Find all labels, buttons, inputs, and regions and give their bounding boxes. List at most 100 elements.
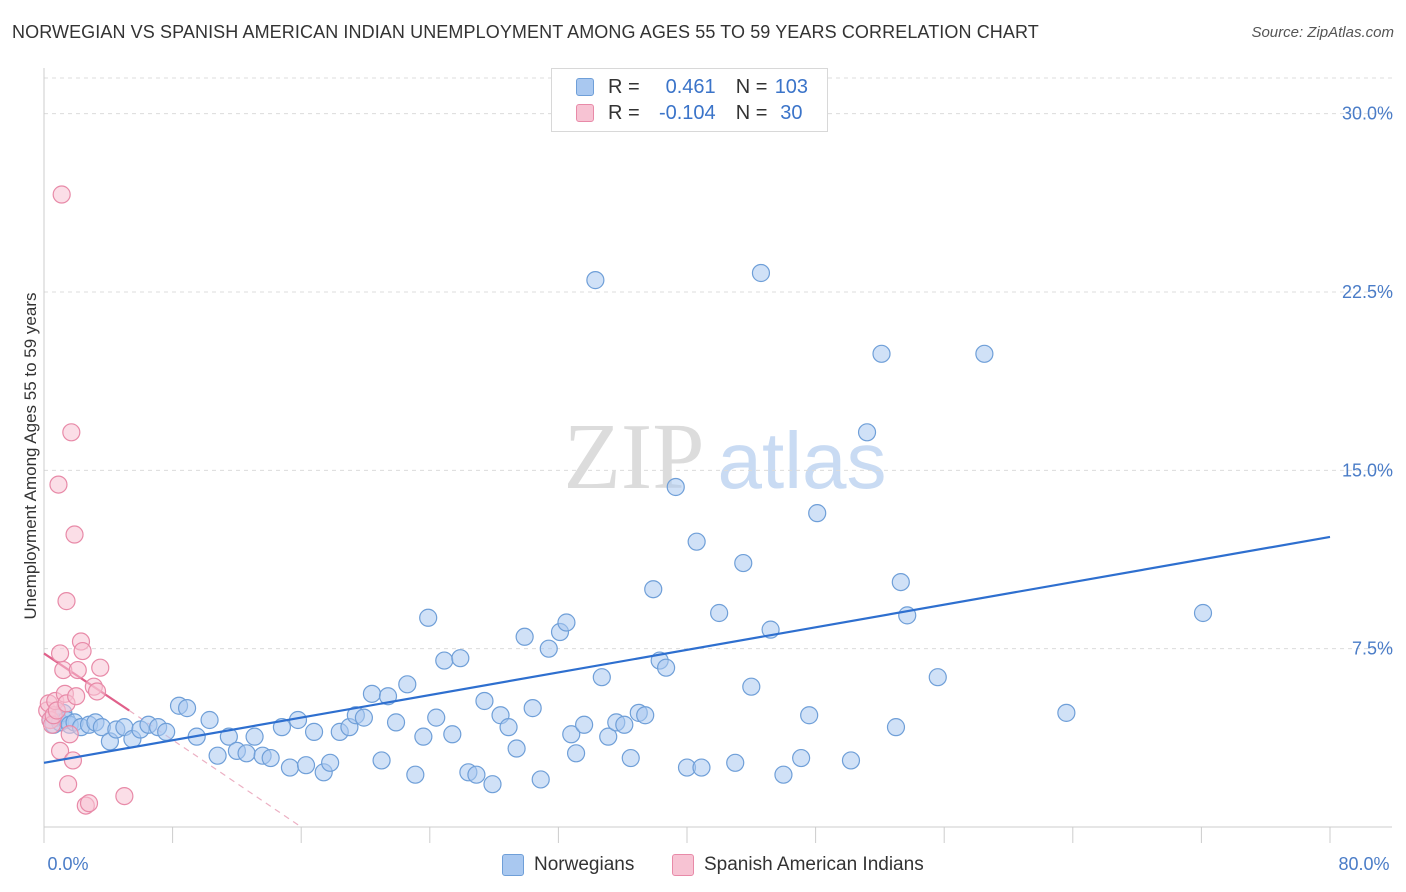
legend-r-value: 0.461 xyxy=(665,75,716,98)
norwegian-point xyxy=(372,751,391,770)
legend-n-label: N = xyxy=(735,75,768,98)
spanish-american-indian-point xyxy=(73,641,92,661)
norwegian-point xyxy=(644,580,663,599)
norwegian-point xyxy=(443,725,462,744)
norwegian-points xyxy=(41,263,1213,794)
y-tick-label: 15.0% xyxy=(1342,460,1393,480)
norwegian-point xyxy=(523,699,542,718)
spanish-american-indian-point xyxy=(59,775,78,794)
spanish-american-indian-point xyxy=(62,423,81,442)
norwegian-point xyxy=(792,748,811,768)
norwegian-point xyxy=(710,603,729,623)
x-tick-label: 0.0% xyxy=(47,854,88,874)
norwegian-point xyxy=(928,668,947,687)
norwegian-point xyxy=(751,263,771,283)
norwegian-point xyxy=(726,753,745,772)
norwegian-point xyxy=(975,344,994,363)
spanish-american-indian-point xyxy=(50,644,70,663)
spanish-american-indian-point xyxy=(65,525,84,544)
watermark: ZIP atlas xyxy=(564,405,887,509)
norwegian-point xyxy=(557,613,576,632)
norwegian-point xyxy=(435,651,454,670)
bottom-legend-swatch-pink xyxy=(672,854,694,876)
norwegian-point xyxy=(296,756,316,775)
gridlines xyxy=(44,77,1392,650)
spanish-american-indian-point xyxy=(115,786,134,806)
bottom-legend-swatch-blue xyxy=(502,854,524,876)
norwegian-point xyxy=(531,770,550,789)
spanish-american-indian-point xyxy=(63,751,83,770)
norwegian-point xyxy=(562,725,581,744)
norwegian-point xyxy=(515,627,534,646)
norwegian-point xyxy=(475,691,494,711)
spanish-american-indian-point xyxy=(68,660,87,680)
bottom-legend-label: Spanish American Indians xyxy=(704,854,924,875)
chart-title: NORWEGIAN VS SPANISH AMERICAN INDIAN UNE… xyxy=(12,22,1039,42)
norwegian-point xyxy=(451,649,470,668)
watermark-zip: ZIP xyxy=(564,405,705,509)
norwegian-point xyxy=(841,751,861,770)
norwegian-point xyxy=(657,658,676,677)
blue-trend-group xyxy=(43,535,1331,764)
norwegian-point xyxy=(539,639,558,658)
legend-row-norwegians: R = 0.461 N = 103 xyxy=(576,74,811,100)
spanish-american-indian-point xyxy=(57,592,76,611)
spanish-american-indian-points xyxy=(38,185,134,815)
source-label: Source: ZipAtlas.com xyxy=(1251,24,1394,41)
tick-labels: 7.5% 15.0% 22.5% 30.0% 0.0% 80.0% xyxy=(47,104,1393,874)
norwegian-point xyxy=(272,718,292,737)
norwegian-point xyxy=(157,722,176,741)
spanish-american-indian-point xyxy=(60,725,79,744)
norwegian-point xyxy=(406,765,425,784)
norwegian-point xyxy=(566,744,586,763)
spanish-american-indian-point xyxy=(79,794,99,813)
bottom-legend-spanish-american-indians: Spanish American Indians xyxy=(672,852,924,878)
norwegian-point xyxy=(414,727,433,746)
legend-r-label: R = xyxy=(608,101,640,124)
legend-row-spanish-american-indians: R = -0.104 N = 30 xyxy=(576,100,811,126)
y-axis-title: Unemployment Among Ages 55 to 59 years xyxy=(21,293,40,620)
norwegian-point xyxy=(592,668,611,687)
y-tick-label: 7.5% xyxy=(1352,639,1393,659)
norwegian-point xyxy=(687,532,706,551)
norwegian-point xyxy=(427,708,446,727)
norwegian-point xyxy=(666,477,685,497)
norwegian-point xyxy=(636,706,655,725)
bottom-legend-norwegians: Norwegians xyxy=(502,852,634,878)
legend-swatch-pink xyxy=(576,104,594,122)
norwegian-point xyxy=(872,344,891,363)
legend-r-value: -0.104 xyxy=(658,101,716,124)
legend: R = 0.461 N = 103 R = -0.104 N = 30 xyxy=(551,68,828,132)
norwegian-point xyxy=(774,765,793,784)
y-tick-label: 22.5% xyxy=(1342,282,1393,302)
legend-n-value: 30 xyxy=(780,101,803,124)
norwegian-point xyxy=(245,727,264,746)
norwegian-point xyxy=(280,758,300,777)
norwegian-point xyxy=(621,748,640,768)
spanish-american-indian-point xyxy=(52,185,71,204)
legend-r-label: R = xyxy=(608,75,640,98)
spanish-american-indian-point xyxy=(67,687,86,706)
norwegian-point xyxy=(177,699,197,718)
x-tick-label: 80.0% xyxy=(1338,854,1389,874)
norwegian-point xyxy=(692,758,711,777)
norwegian-point xyxy=(1057,703,1076,722)
norwegian-point xyxy=(891,572,910,592)
norwegian-point xyxy=(304,722,324,741)
blue-trend-line xyxy=(43,535,1331,764)
norwegian-point xyxy=(800,706,819,725)
norwegian-point xyxy=(808,504,827,523)
norwegian-point xyxy=(483,775,502,794)
norwegian-point xyxy=(419,608,438,627)
norwegian-point xyxy=(261,748,280,768)
norwegian-point xyxy=(586,271,605,290)
norwegian-point xyxy=(378,687,398,706)
norwegian-point xyxy=(467,765,486,784)
norwegian-point xyxy=(362,684,382,703)
norwegian-point xyxy=(219,727,238,746)
norwegian-point xyxy=(734,553,753,573)
norwegian-point xyxy=(386,713,406,732)
norwegian-point xyxy=(599,727,618,746)
norwegian-point xyxy=(208,746,227,765)
